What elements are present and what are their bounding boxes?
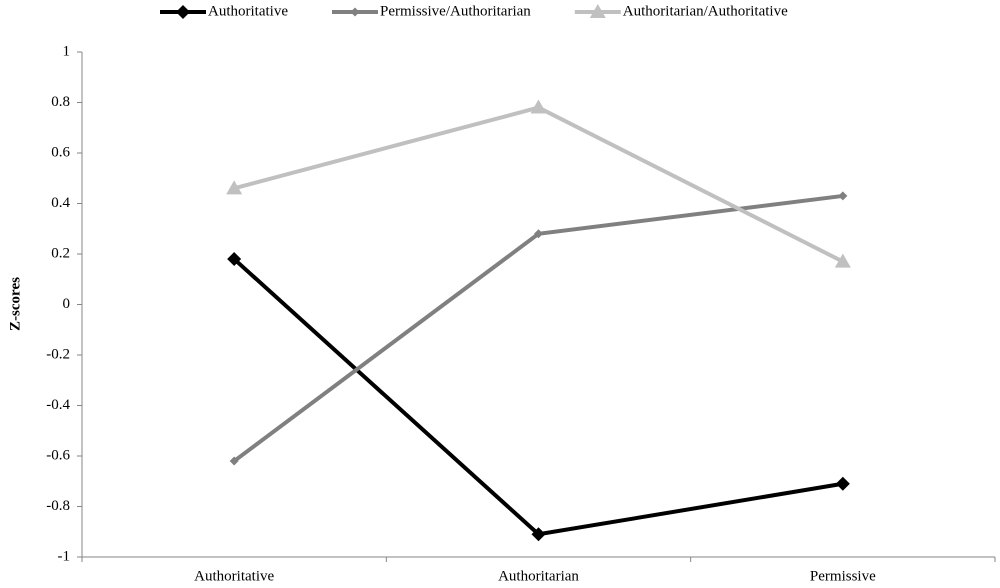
y-tick-label: 0.8 bbox=[51, 94, 70, 110]
legend-label: Permissive/Authoritarian bbox=[380, 3, 531, 19]
legend-label: Authoritarian/Authoritative bbox=[623, 3, 788, 19]
marker bbox=[834, 253, 851, 268]
series-line bbox=[233, 105, 844, 264]
y-tick-label: 0 bbox=[63, 296, 71, 312]
marker bbox=[534, 229, 543, 239]
y-tick-label: -1 bbox=[58, 548, 71, 564]
x-tick-label: Permissive bbox=[810, 568, 876, 584]
y-axis-label: Z-scores bbox=[7, 277, 23, 331]
y-tick-label: -0.4 bbox=[46, 397, 70, 413]
series-line bbox=[232, 257, 844, 537]
y-tick-label: 0.2 bbox=[51, 245, 70, 261]
marker bbox=[838, 191, 848, 201]
y-tick-label: 0.4 bbox=[51, 195, 70, 211]
marker bbox=[227, 252, 242, 267]
legend-marker bbox=[176, 5, 190, 19]
marker bbox=[531, 527, 546, 542]
x-tick-label: Authoritative bbox=[194, 568, 274, 584]
x-tick-label: Authoritarian bbox=[498, 568, 579, 584]
y-tick-label: 1 bbox=[63, 43, 71, 59]
marker bbox=[226, 180, 243, 195]
marker bbox=[229, 456, 239, 466]
y-tick-label: -0.8 bbox=[46, 498, 70, 514]
y-tick-label: 0.6 bbox=[51, 144, 70, 160]
legend-marker bbox=[350, 7, 360, 17]
y-tick-label: -0.2 bbox=[46, 346, 70, 362]
marker bbox=[835, 476, 850, 491]
legend-label: Authoritative bbox=[208, 3, 288, 19]
y-tick-label: -0.6 bbox=[46, 447, 70, 463]
marker bbox=[530, 99, 547, 114]
legend-marker bbox=[589, 4, 606, 18]
